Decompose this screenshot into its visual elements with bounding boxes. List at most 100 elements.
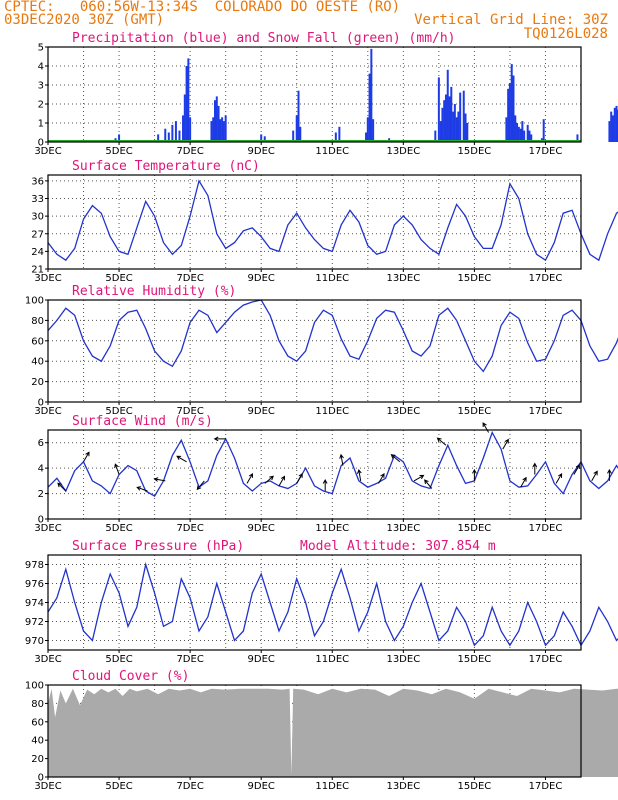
precip-bar (510, 64, 513, 142)
x-tick-label: 17DEC (529, 146, 563, 157)
y-tick-label: 80 (31, 316, 44, 327)
precip-bar (178, 130, 181, 142)
precip-bar (224, 115, 227, 142)
y-tick-label: 100 (25, 296, 44, 307)
precip-bar (260, 134, 263, 142)
wind-arrow (296, 472, 303, 484)
wind-arrow (482, 422, 490, 433)
wind-arrow (424, 479, 433, 489)
precip-bar (516, 123, 519, 142)
wind-arrow (264, 475, 275, 484)
precip-bar (187, 58, 190, 142)
panel-2: Surface Temperature (nC) 21 24 27 30 33 36 3DEC… (31, 159, 618, 284)
precip-bar (464, 113, 467, 142)
y-tick-label: 60 (31, 717, 44, 728)
y-tick-label: 1 (38, 119, 44, 130)
y-tick-label: 976 (25, 579, 44, 590)
x-tick-label: 13DEC (386, 654, 420, 665)
wind-arrow (607, 468, 612, 481)
y-tick-label: 4 (38, 464, 44, 475)
precip-bar (530, 134, 533, 142)
precip-bar (182, 115, 185, 142)
y-tick-label: 0 (38, 515, 44, 526)
precip-bar (443, 100, 446, 142)
x-tick-label: 7DEC (176, 523, 203, 534)
precip-bar (215, 96, 218, 142)
x-tick-label: 7DEC (176, 146, 203, 157)
wind-arrow (502, 438, 509, 450)
precip-bar (441, 107, 444, 142)
x-tick-label: 7DEC (176, 406, 203, 417)
x-tick-label: 3DEC (34, 654, 61, 665)
precip-bar (444, 94, 447, 142)
x-tick-label: 9DEC (248, 654, 275, 665)
panel-subtitle: Model Altitude: 307.854 m (300, 539, 496, 554)
y-tick-label: 2 (38, 489, 44, 500)
x-tick-label: 5DEC (105, 654, 132, 665)
precip-bar (372, 119, 375, 142)
x-tick-label: 7DEC (176, 781, 203, 792)
precip-bar (365, 132, 368, 142)
panel-title: Cloud Cover (%) (72, 669, 189, 684)
x-tick-label: 17DEC (529, 523, 563, 534)
y-tick-label: 2 (38, 100, 44, 111)
wind-arrow (136, 486, 148, 492)
wind-arrow (390, 454, 401, 463)
x-tick-label: 17DEC (529, 273, 563, 284)
precip-bar (446, 69, 449, 142)
precip-bar (295, 115, 298, 142)
x-tick-label: 5DEC (105, 146, 132, 157)
precip-bar (183, 94, 186, 142)
wind-arrow (153, 477, 166, 482)
y-tick-label: 40 (31, 357, 44, 368)
x-tick-label: 15DEC (458, 273, 492, 284)
panel-1: Precipitation (blue) and Snow Fall (gree… (34, 31, 618, 157)
wind-arrow (573, 464, 580, 475)
precip-bar (514, 115, 517, 142)
x-tick-label: 3DEC (34, 406, 61, 417)
x-tick-label: 5DEC (105, 523, 132, 534)
panel-frame (47, 429, 582, 520)
wind-arrow (322, 478, 328, 491)
panel-frame (47, 46, 582, 143)
precip-bar (542, 119, 545, 142)
x-tick-label: 15DEC (458, 406, 492, 417)
precip-bar (611, 115, 614, 142)
precip-bar (462, 90, 465, 142)
x-tick-label: 5DEC (105, 781, 132, 792)
y-tick-label: 33 (31, 194, 44, 205)
panel-title: Surface Pressure (hPa) (72, 539, 244, 554)
precip-bar (338, 126, 341, 142)
y-tick-label: 974 (25, 598, 44, 609)
precip-bar (171, 124, 174, 142)
y-tick-label: 972 (25, 617, 44, 628)
x-tick-label: 7DEC (176, 273, 203, 284)
precip-bar (508, 83, 511, 142)
y-tick-label: 4 (38, 62, 44, 73)
x-tick-label: 3DEC (34, 273, 61, 284)
y-tick-label: 0 (38, 773, 44, 784)
series-line (47, 561, 618, 647)
series-line (47, 179, 618, 262)
x-tick-label: 3DEC (34, 781, 61, 792)
x-tick-label: 13DEC (386, 781, 420, 792)
panel-5: Surface Pressure (hPa) Model Altitude: 30… (25, 539, 618, 665)
y-tick-label: 36 (31, 176, 44, 187)
x-tick-label: 13DEC (386, 146, 420, 157)
y-tick-label: 100 (25, 681, 44, 692)
precip-bar (459, 92, 462, 142)
x-tick-label: 9DEC (248, 273, 275, 284)
precip-bar (507, 88, 510, 142)
x-tick-label: 15DEC (458, 781, 492, 792)
precip-bar (613, 107, 616, 142)
y-tick-label: 978 (25, 560, 44, 571)
precip-bar (505, 117, 508, 142)
y-tick-label: 80 (31, 699, 44, 710)
wind-arrow (555, 472, 563, 484)
series-line (47, 299, 618, 373)
y-tick-label: 24 (31, 247, 44, 258)
wind-arrow (378, 473, 385, 484)
y-tick-label: 21 (31, 265, 44, 276)
wind-arrow (114, 463, 120, 475)
y-tick-label: 970 (25, 636, 44, 647)
